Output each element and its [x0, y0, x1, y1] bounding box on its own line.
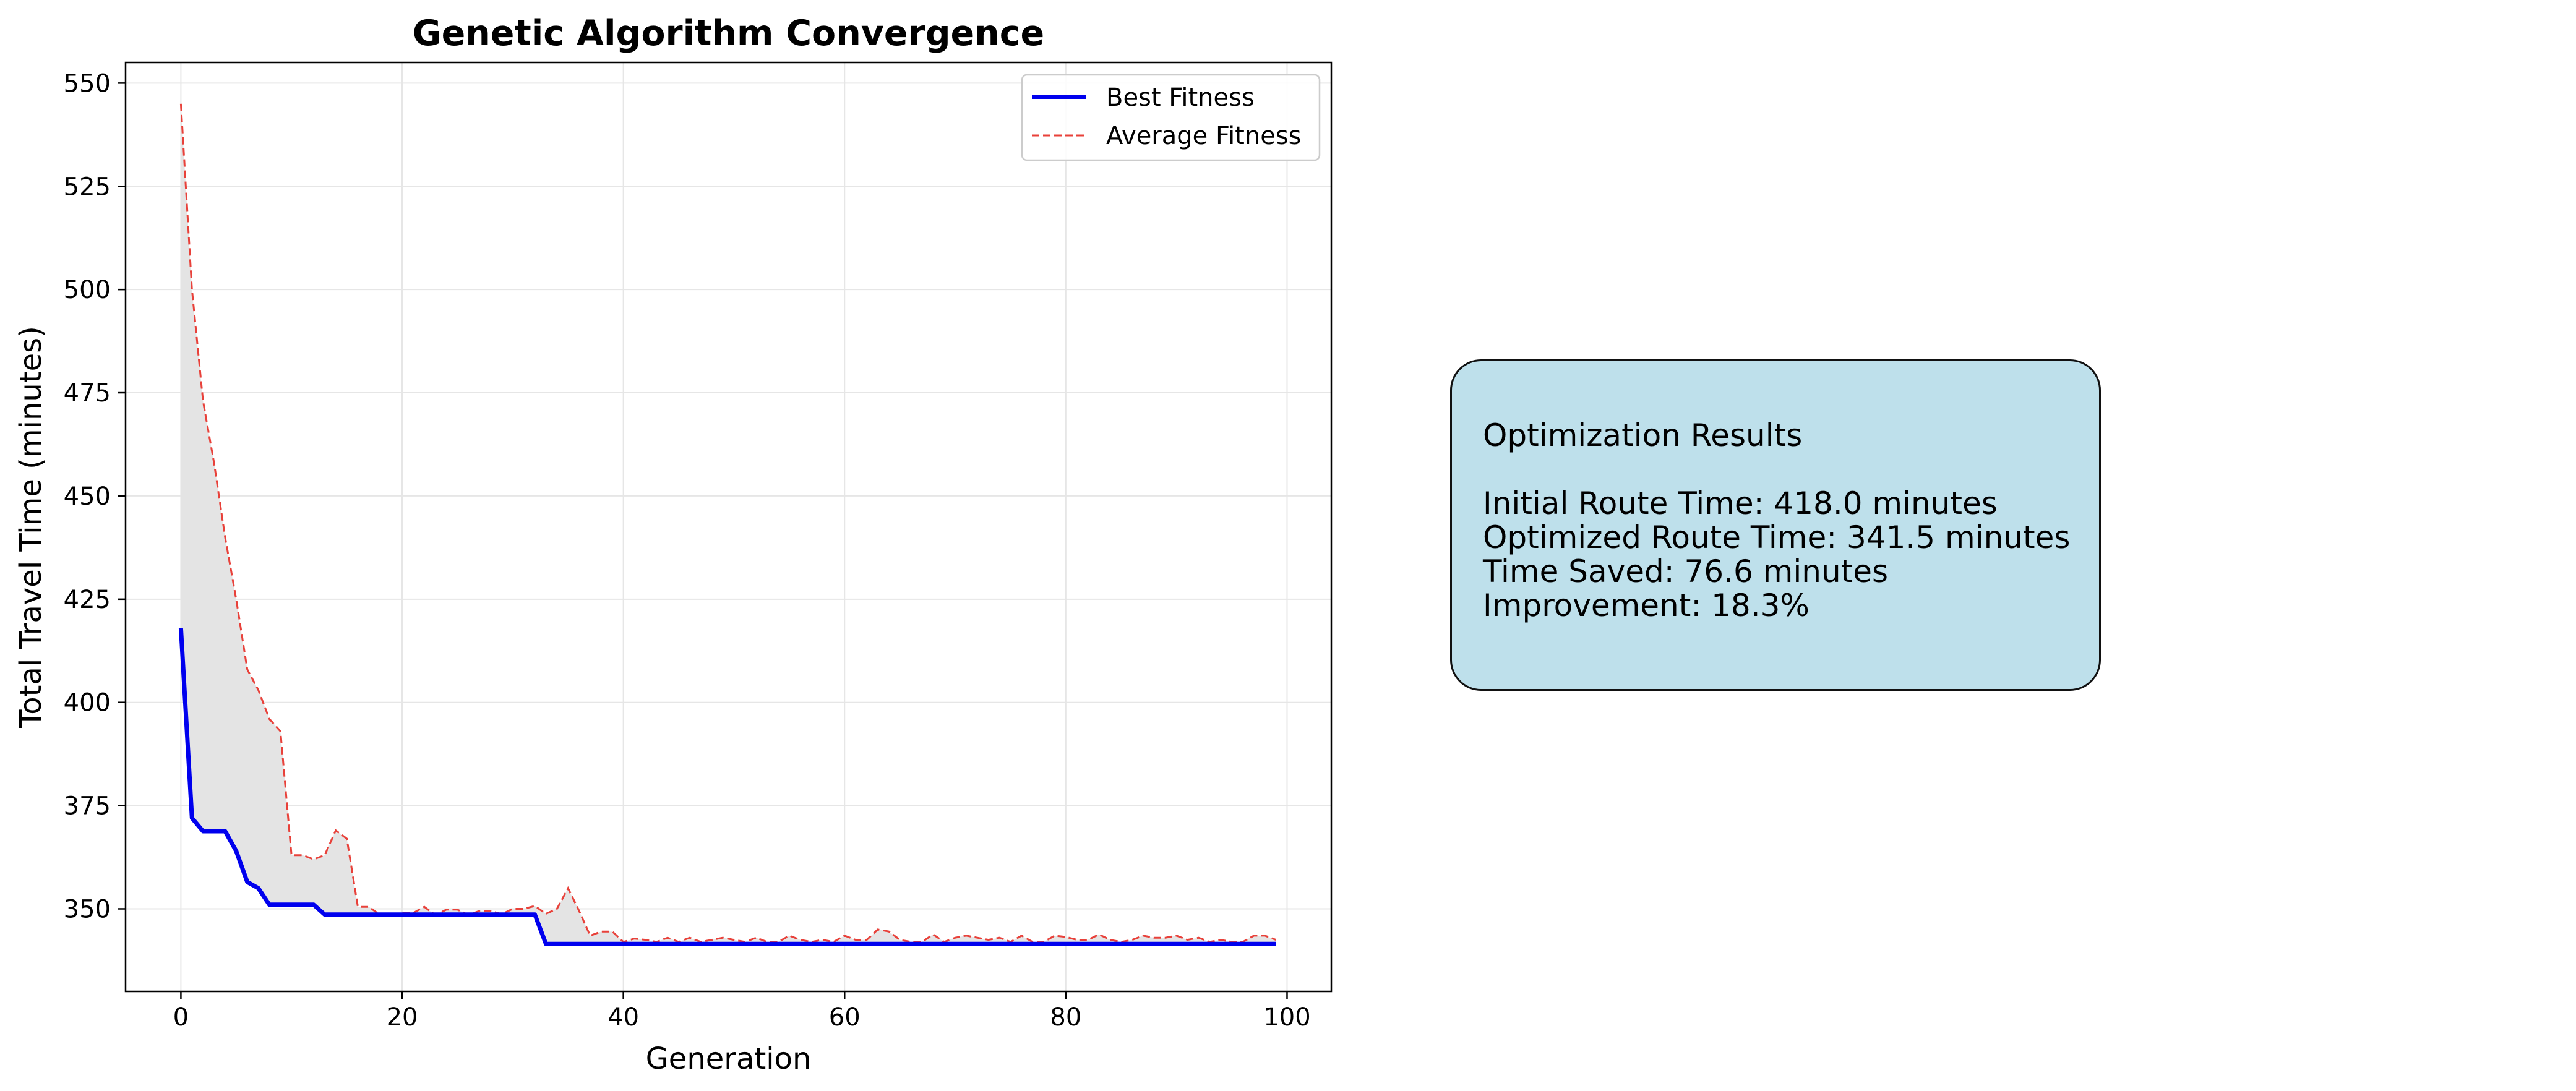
y-tick-label: 475	[64, 379, 111, 408]
x-tick-label: 20	[387, 1003, 418, 1032]
y-tick-label: 500	[64, 276, 111, 304]
y-tick-label: 425	[64, 586, 111, 614]
y-axis-label: Total Travel Time (minutes)	[14, 326, 48, 729]
series-group	[178, 103, 1277, 946]
x-tick-label: 100	[1263, 1003, 1310, 1032]
legend: Best Fitness Average Fitness	[1021, 74, 1321, 161]
y-tick-label: 550	[64, 69, 111, 98]
legend-label-average-fitness: Average Fitness	[1106, 122, 1302, 150]
x-tick-label: 80	[1050, 1003, 1081, 1032]
plot-area-frame	[124, 61, 1333, 993]
fitness-gap-fill	[181, 103, 1276, 944]
improvement: Improvement: 18.3%	[1483, 588, 1810, 623]
grid	[126, 62, 1331, 991]
best-fitness-line	[178, 628, 1276, 946]
y-tick-label: 400	[64, 689, 111, 717]
legend-box	[1021, 74, 1321, 161]
y-tick-label: 525	[64, 173, 111, 201]
ticks: 0 20 40 60 80 100 350 375 400 425 450 475 500 525 550	[64, 69, 1311, 1032]
optimized-route-time: Optimized Route Time: 341.5 minutes	[1483, 520, 2071, 555]
x-tick-label: 60	[829, 1003, 861, 1032]
time-saved: Time Saved: 76.6 minutes	[1483, 554, 1889, 589]
average-fitness-line	[179, 103, 1277, 943]
x-axis-label: Generation	[646, 1042, 812, 1076]
y-tick-label: 350	[64, 895, 111, 923]
fitness-gap-area	[181, 103, 1276, 944]
y-tick-label: 375	[64, 792, 111, 821]
initial-route-time: Initial Route Time: 418.0 minutes	[1483, 486, 1998, 521]
x-tick-label: 40	[608, 1003, 639, 1032]
y-tick-label: 450	[64, 482, 111, 511]
chart-title: Genetic Algorithm Convergence	[413, 13, 1044, 54]
legend-label-best-fitness: Best Fitness	[1106, 83, 1255, 112]
results-title: Optimization Results	[1483, 417, 1803, 453]
optimization-results-panel: Optimization Results Initial Route Time:…	[1450, 359, 2101, 691]
x-tick-label: 0	[173, 1003, 189, 1032]
